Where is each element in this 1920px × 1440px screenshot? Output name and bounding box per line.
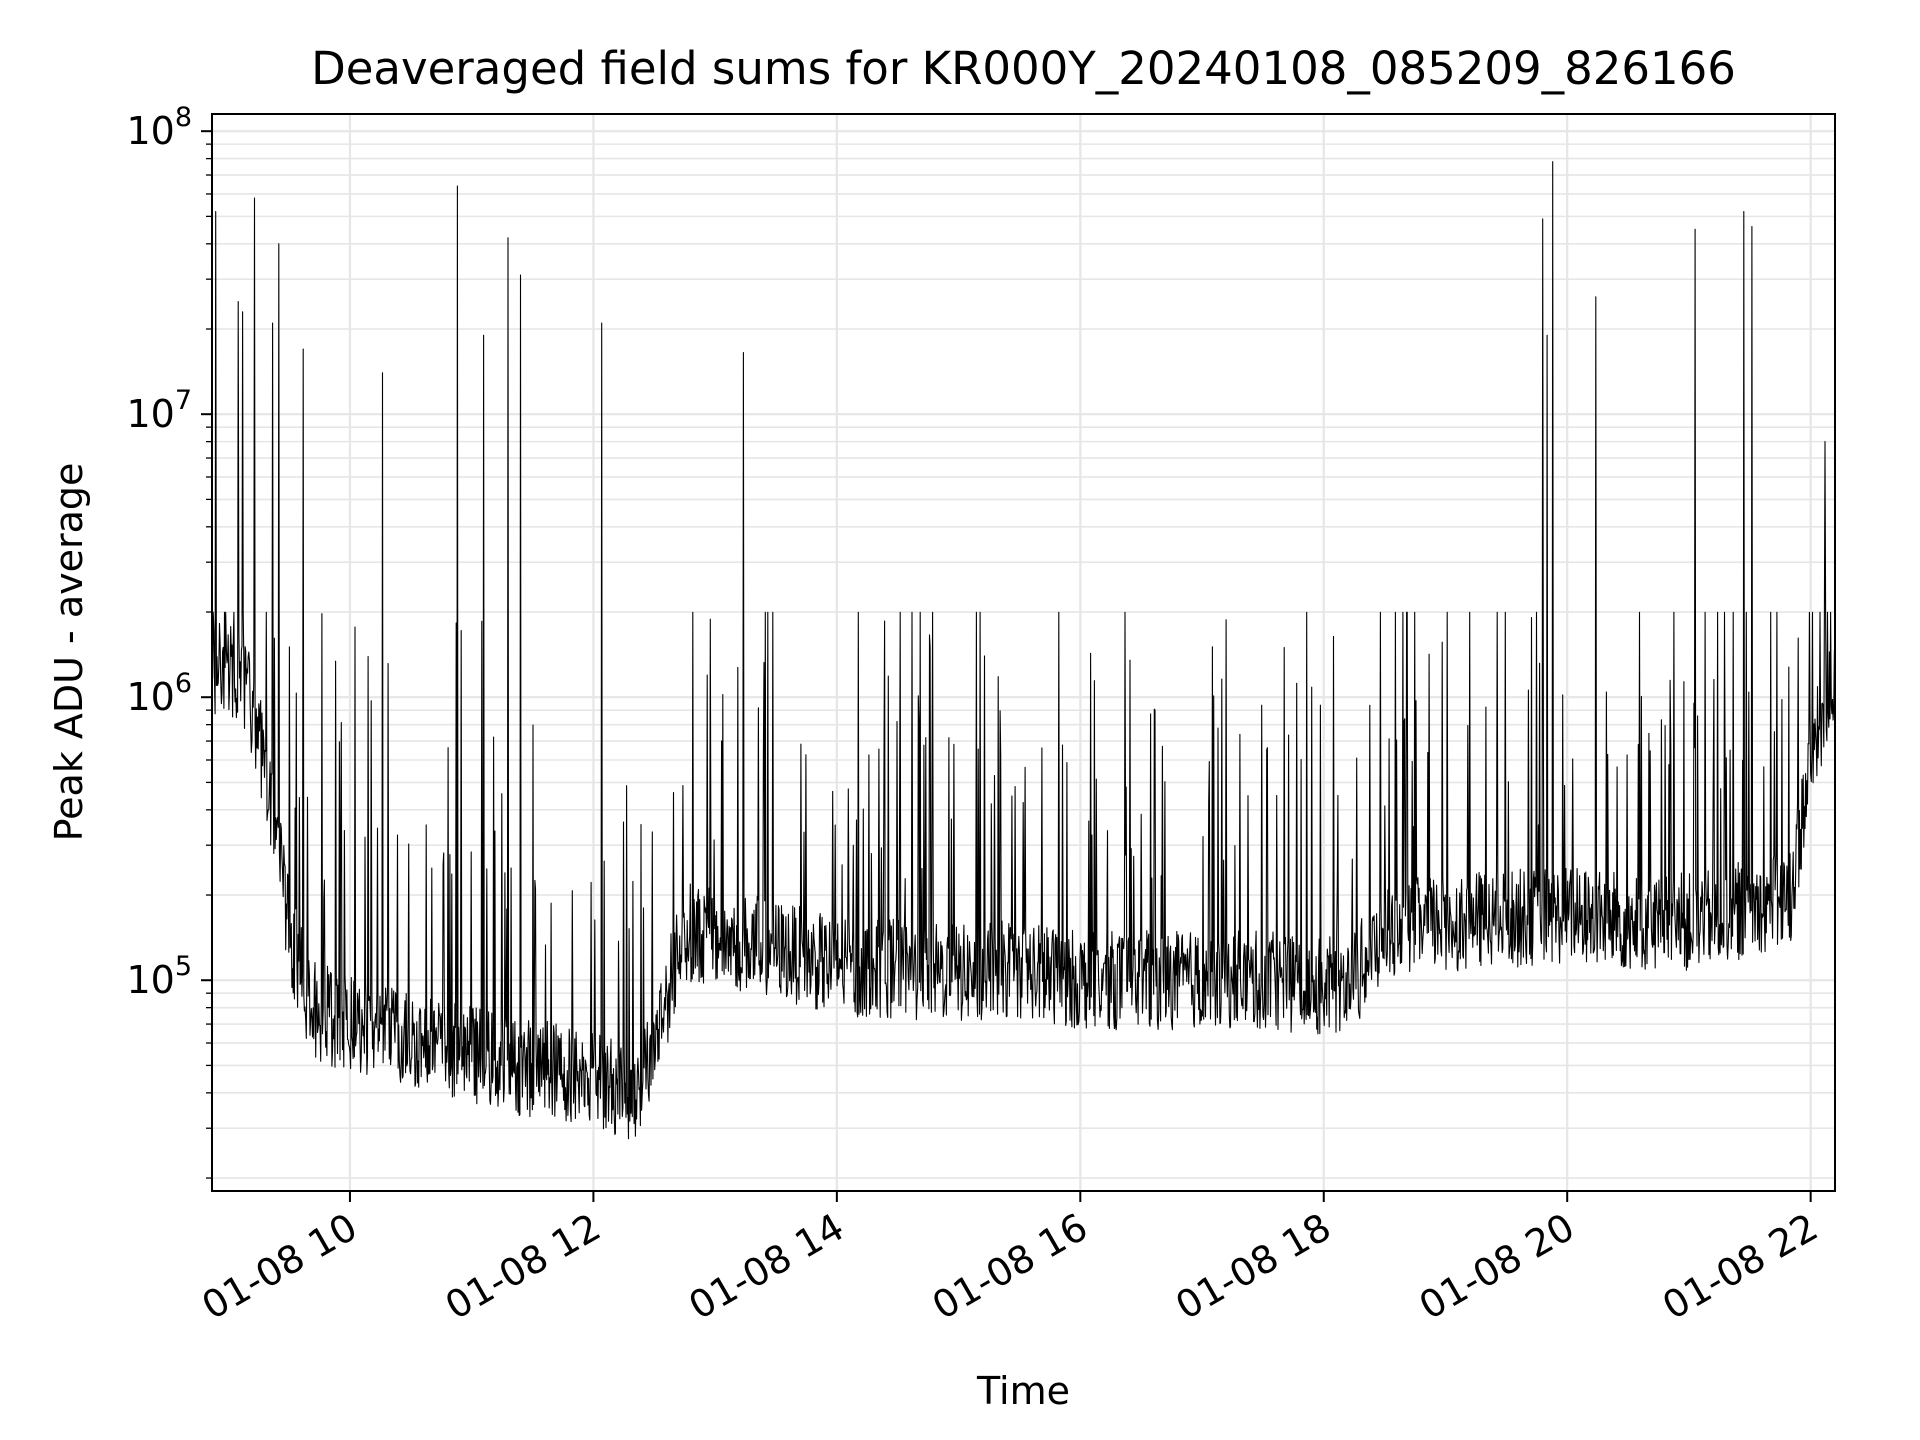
x-tick-label: 01-08 16: [925, 1205, 1095, 1329]
x-tick-label: 01-08 22: [1655, 1205, 1825, 1329]
y-tick-label: 106: [126, 668, 192, 719]
chart-title: Deaveraged field sums for KR000Y_2024010…: [311, 42, 1736, 95]
x-tick-label: 01-08 10: [194, 1205, 364, 1329]
y-tick-label: 105: [126, 951, 192, 1002]
x-tick-label: 01-08 14: [681, 1205, 851, 1329]
y-tick-label: 107: [126, 385, 192, 436]
y-axis-label: Peak ADU - average: [47, 463, 91, 842]
x-tick-label: 01-08 20: [1412, 1205, 1582, 1329]
plot-frame: [211, 113, 1836, 1192]
series-line: [211, 161, 1836, 1140]
x-axis-label: Time: [976, 1369, 1070, 1413]
x-tick-label: 01-08 12: [438, 1205, 608, 1329]
series-layer: [211, 161, 1836, 1140]
grid-layer: [212, 114, 1835, 1191]
x-tick-label: 01-08 18: [1168, 1205, 1338, 1329]
y-tick-label: 108: [126, 102, 192, 153]
